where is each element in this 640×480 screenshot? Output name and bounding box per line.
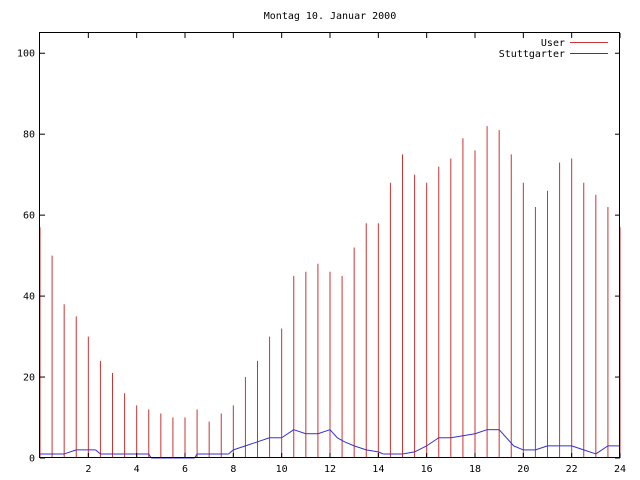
line-segment-stuttgarter-24 (378, 451, 384, 455)
y-tick-label-2: 40 (23, 292, 35, 303)
y-tick-label-0: 0 (29, 454, 35, 465)
line-segment-stuttgarter-22 (354, 445, 367, 451)
line-segment-stuttgarter-38 (535, 445, 548, 451)
legend-label-user: User (541, 38, 565, 49)
line-segment-stuttgarter-30 (450, 435, 463, 439)
x-tick-label-3: 8 (230, 464, 236, 475)
x-tick-label-6: 14 (372, 464, 384, 475)
line-segment-stuttgarter-36 (513, 445, 524, 451)
line-segment-stuttgarter-23 (366, 449, 379, 453)
line-segment-stuttgarter-41 (571, 445, 584, 451)
line-segment-stuttgarter-4 (95, 449, 101, 455)
legend-label-stuttgarter: Stuttgarter (499, 49, 565, 60)
x-tick-label-1: 4 (134, 464, 140, 475)
legend: User Stuttgarter (499, 38, 608, 60)
line-segment-stuttgarter-12 (245, 441, 258, 447)
line-segment-stuttgarter-10 (228, 449, 234, 455)
line-segment-stuttgarter-15 (281, 429, 295, 439)
line-segment-stuttgarter-18 (317, 429, 331, 435)
x-tick-label-7: 16 (421, 464, 433, 475)
line-segment-stuttgarter-20 (337, 437, 345, 443)
y-tick-label-1: 20 (23, 373, 35, 384)
line-segment-stuttgarter-32 (474, 429, 488, 435)
line-segment-stuttgarter-28 (426, 437, 440, 447)
chart-title: Montag 10. Januar 2000 (264, 11, 396, 22)
line-segment-stuttgarter-13 (257, 437, 270, 443)
line-segment-stuttgarter-34 (498, 429, 507, 439)
line-segment-stuttgarter-21 (344, 441, 355, 447)
line-segment-stuttgarter-16 (293, 429, 306, 435)
x-tick-label-5: 12 (324, 464, 336, 475)
y-tick-label-5: 100 (17, 49, 35, 60)
x-tick-label-11: 24 (614, 464, 626, 475)
x-tick-label-10: 22 (566, 464, 578, 475)
line-segment-stuttgarter-27 (414, 445, 427, 453)
plot-area (39, 126, 621, 459)
line-segment-stuttgarter-31 (462, 433, 476, 437)
line-segment-stuttgarter-35 (506, 437, 515, 447)
x-tick-label-4: 10 (276, 464, 288, 475)
line-segment-stuttgarter-43 (595, 445, 609, 455)
line-segment-stuttgarter-11 (233, 445, 246, 451)
line-segment-stuttgarter-19 (329, 429, 338, 439)
line-segment-stuttgarter-2 (64, 449, 77, 455)
x-tick-label-2: 6 (182, 464, 188, 475)
line-segment-stuttgarter-42 (583, 449, 596, 455)
y-tick-label-3: 60 (23, 211, 35, 222)
x-tick-label-8: 18 (469, 464, 481, 475)
x-tick-label-9: 20 (517, 464, 529, 475)
y-tick-label-4: 80 (23, 130, 35, 141)
line-segment-stuttgarter-26 (402, 451, 415, 455)
x-tick-label-0: 2 (85, 464, 91, 475)
